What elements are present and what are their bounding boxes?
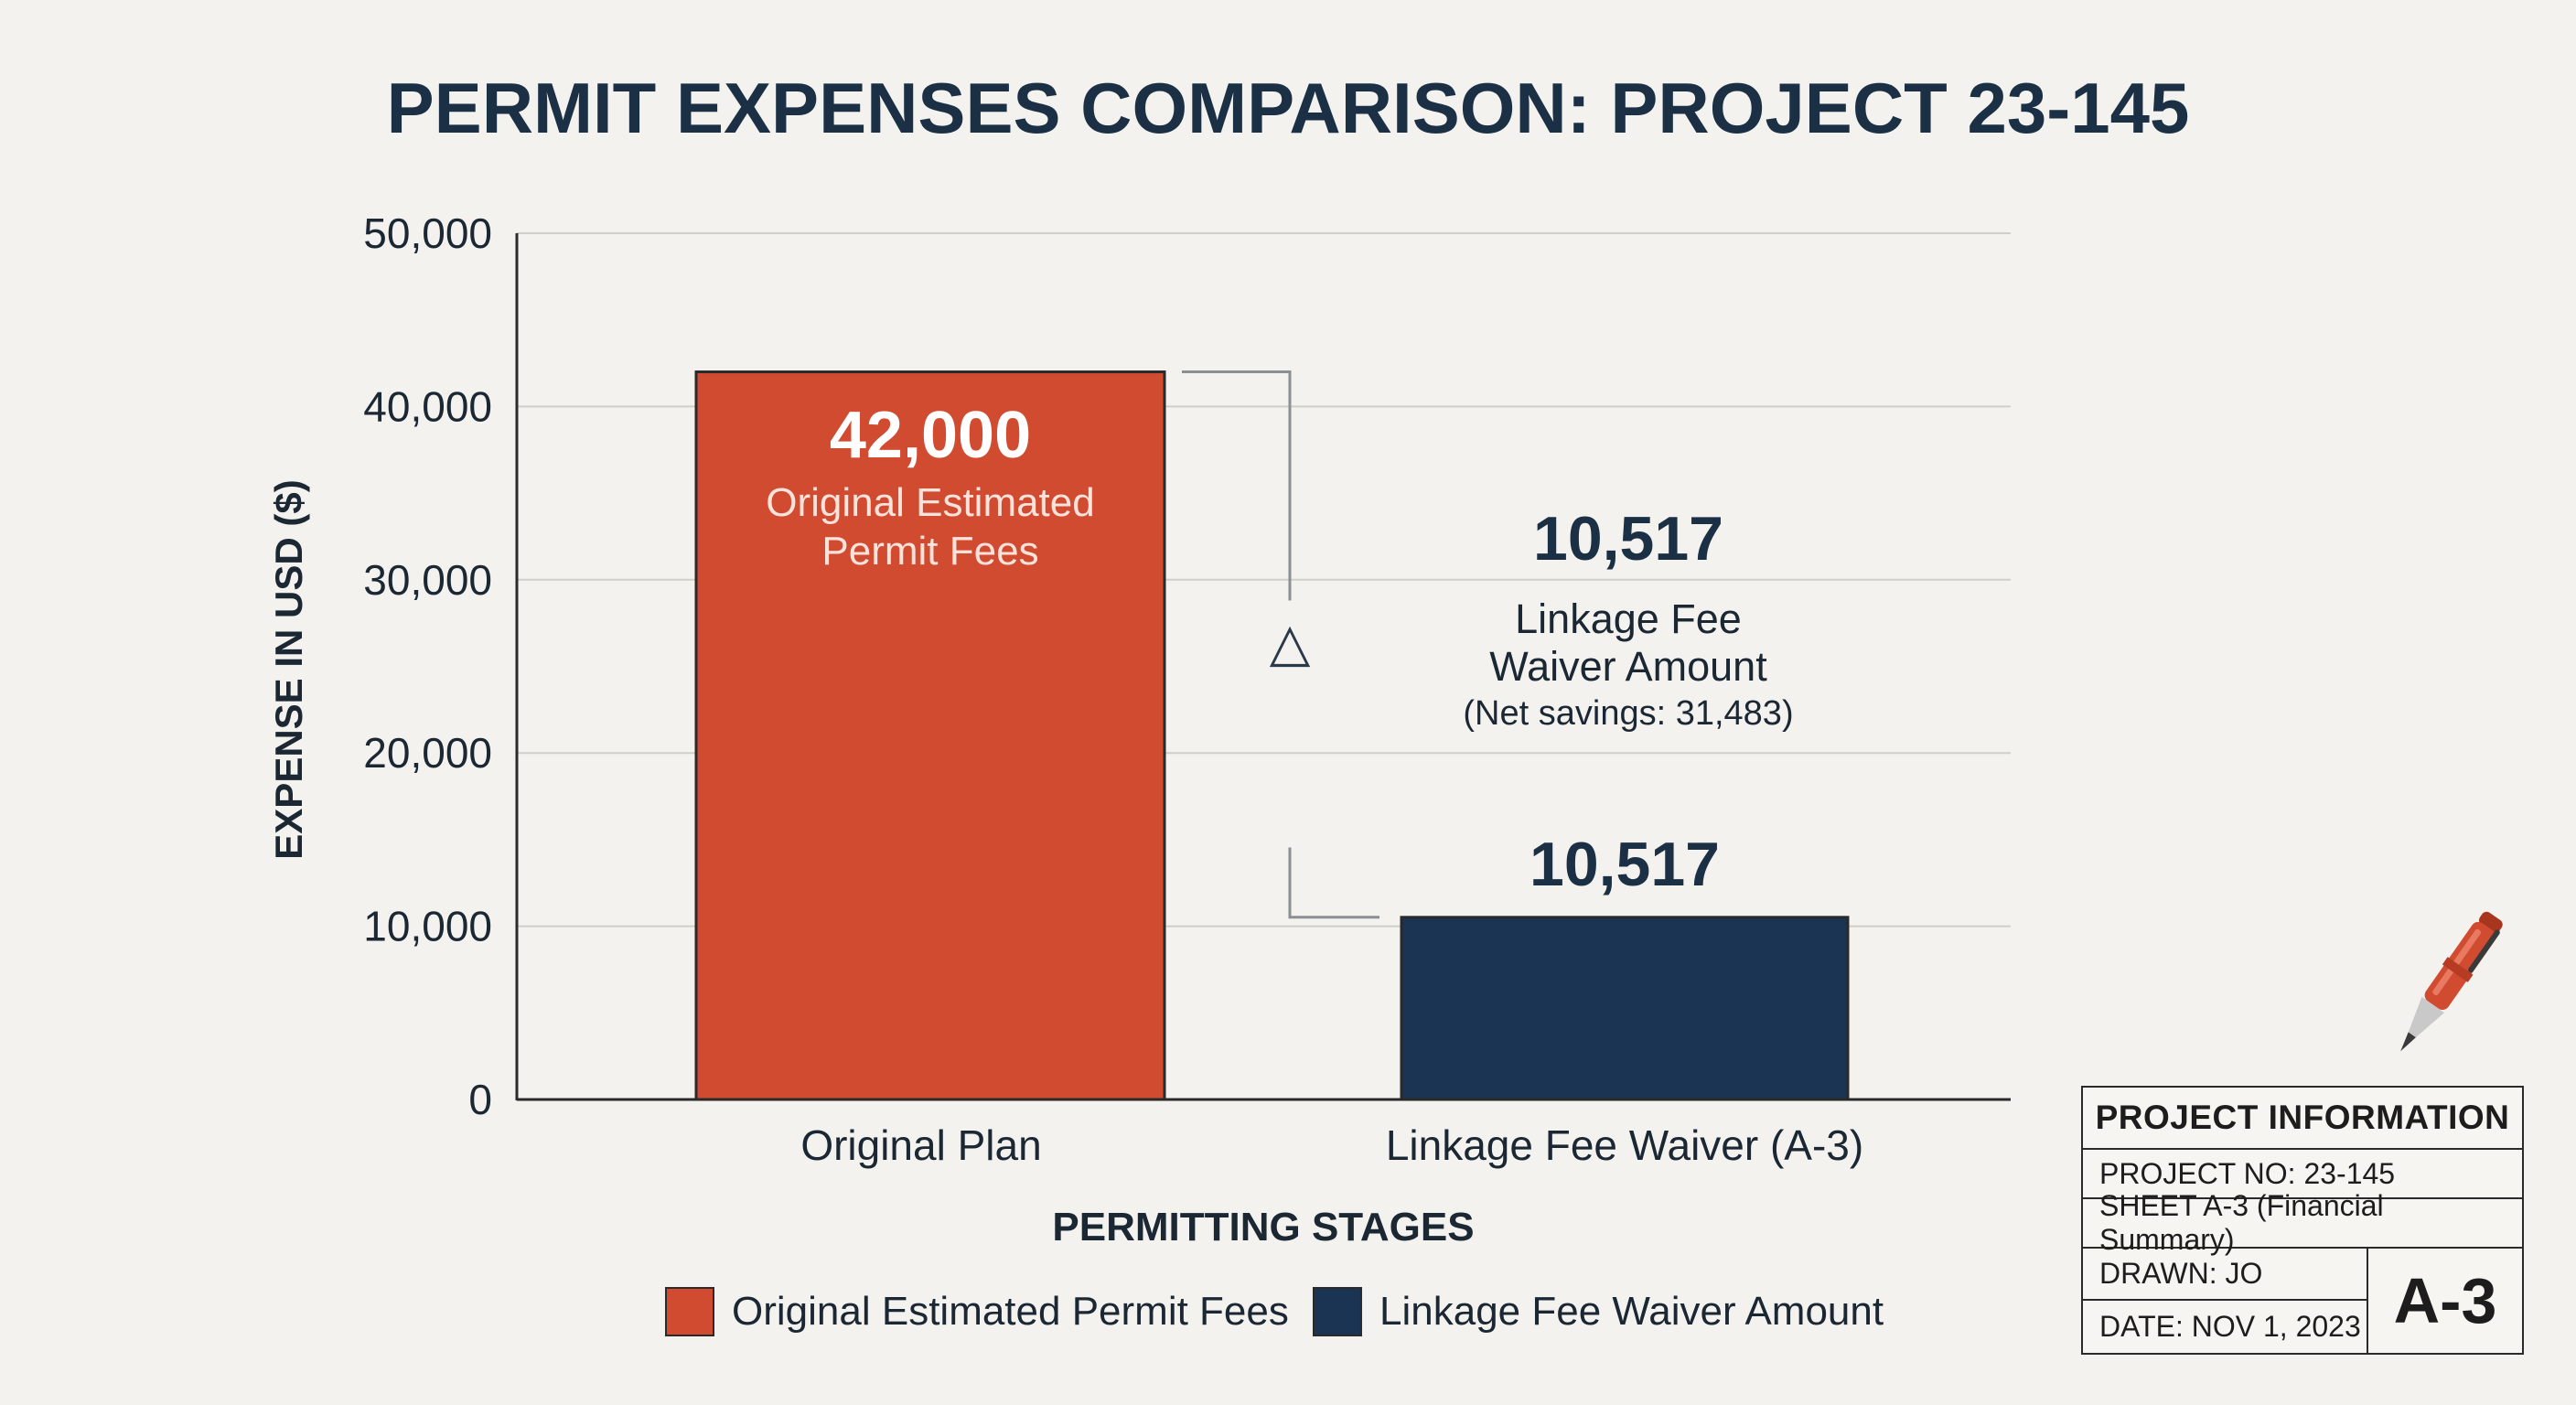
y-tick-label: 20,000 — [363, 729, 492, 777]
drawing-date: DATE: NOV 1, 2023 — [2099, 1310, 2361, 1343]
sheet-number-badge: A-3 — [2393, 1265, 2497, 1336]
legend-swatch — [665, 1287, 714, 1336]
project-info-box: PROJECT INFORMATION PROJECT NO: 23-145 S… — [2081, 1086, 2524, 1355]
x-axis-ticks: Original Plan Linkage Fee Waiver (A-3) — [800, 1121, 1863, 1169]
chart-title: PERMIT EXPENSES COMPARISON: PROJECT 23-1… — [387, 68, 2190, 148]
y-tick-label: 0 — [468, 1076, 492, 1123]
sheet-description: SHEET A-3 (Financial Summary) — [2083, 1189, 2522, 1256]
y-axis-ticks: 0 10,000 20,000 30,000 40,000 50,000 — [363, 209, 492, 1123]
annotation-line1: Linkage Fee — [1515, 595, 1742, 642]
y-axis-label: EXPENSE IN USD ($) — [267, 479, 310, 859]
y-tick-label: 30,000 — [363, 556, 492, 604]
bar-original-desc-line1: Original Estimated — [766, 480, 1094, 525]
pen-icon — [2400, 911, 2503, 1052]
legend-label: Original Estimated Permit Fees — [732, 1289, 1289, 1334]
delta-symbol: △ — [1270, 611, 1311, 673]
y-tick-label: 40,000 — [363, 382, 492, 430]
x-axis-label: PERMITTING STAGES — [1052, 1205, 1474, 1249]
bar-linkage-fee-waiver — [1400, 916, 1850, 1101]
bracket-lower-line — [1288, 847, 1379, 919]
annotation-line2: Waiver Amount — [1489, 643, 1767, 690]
project-number: PROJECT NO: 23-145 — [2083, 1150, 2522, 1199]
x-tick-label: Original Plan — [800, 1121, 1041, 1169]
project-info-header: PROJECT INFORMATION — [2083, 1088, 2522, 1150]
bar-original-value-label: 42,000 — [830, 399, 1031, 472]
project-info-bottom: DRAWN: JO DATE: NOV 1, 2023 A-3 — [2083, 1249, 2522, 1353]
annotation-value: 10,517 — [1533, 504, 1723, 574]
bar-original-desc-line2: Permit Fees — [821, 529, 1038, 574]
bar-waiver-value-label: 10,517 — [1530, 830, 1720, 899]
legend: Original Estimated Permit Fees Linkage Fe… — [665, 1287, 1884, 1336]
bar-original-plan — [694, 370, 1166, 1101]
y-tick-label: 10,000 — [363, 903, 492, 950]
legend-label: Linkage Fee Waiver Amount — [1379, 1289, 1884, 1334]
legend-swatch — [1313, 1287, 1362, 1336]
x-tick-label: Linkage Fee Waiver (A-3) — [1386, 1121, 1863, 1169]
drawn-by: DRAWN: JO — [2083, 1249, 2367, 1301]
annotation-net-savings: (Net savings: 31,483) — [1463, 694, 1793, 733]
project-info-meta: DRAWN: JO DATE: NOV 1, 2023 — [2083, 1249, 2368, 1353]
bracket-upper-line — [1182, 370, 1292, 601]
y-tick-label: 50,000 — [363, 209, 492, 257]
bar-layer — [694, 370, 1850, 1101]
difference-bracket — [1182, 370, 1379, 919]
